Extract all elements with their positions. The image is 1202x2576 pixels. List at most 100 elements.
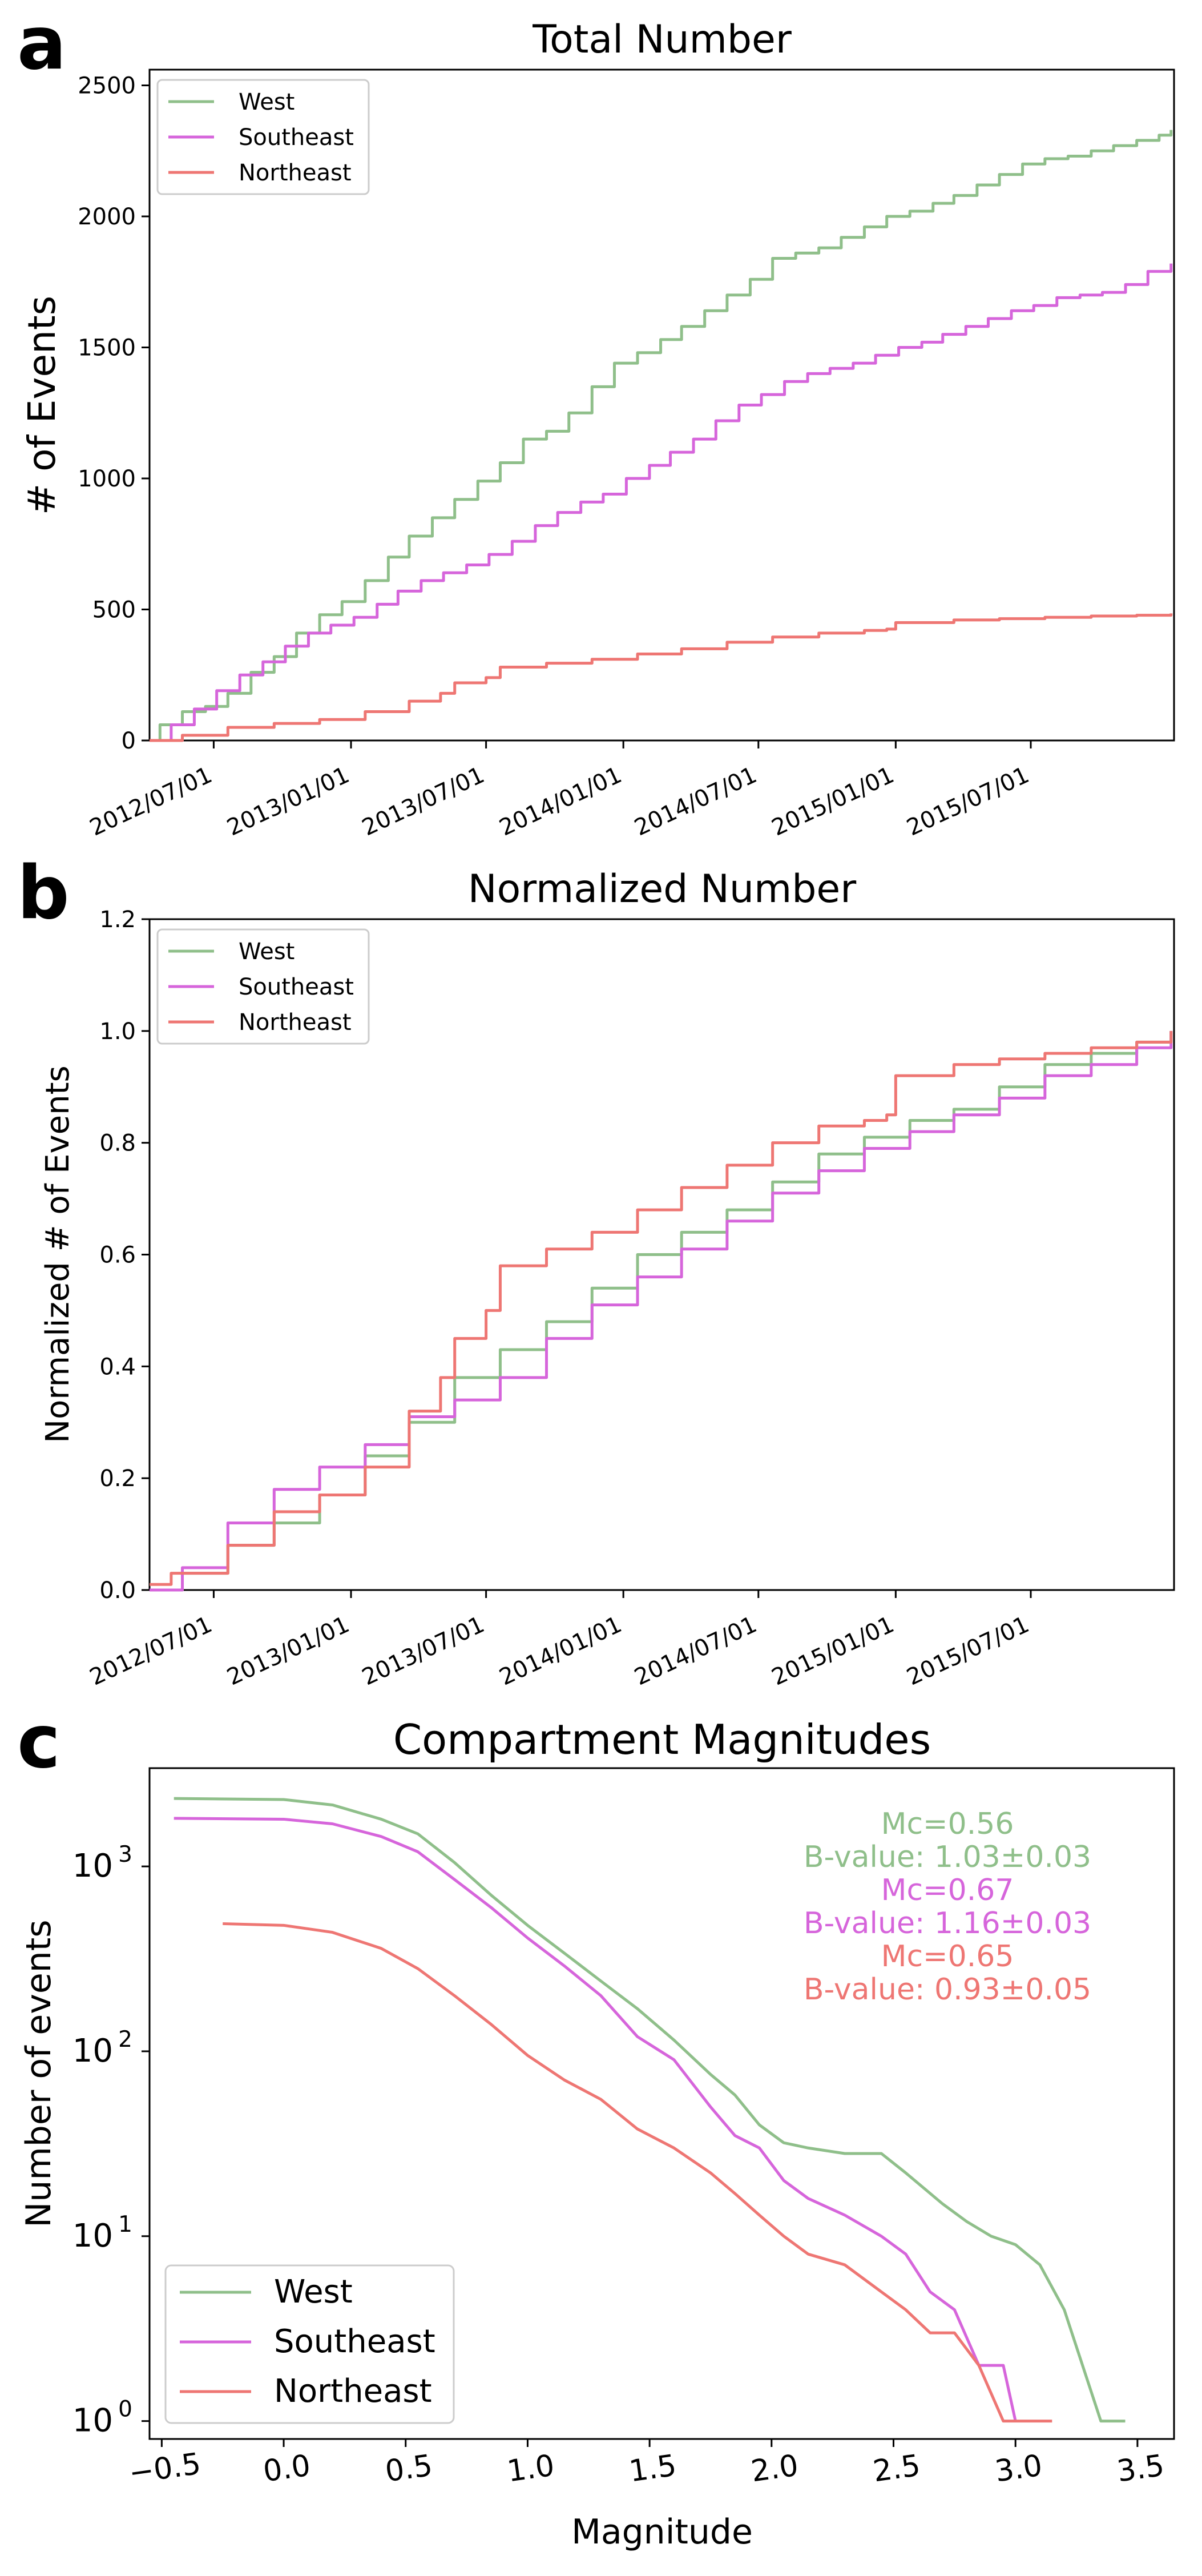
annotation-southeast-mc: Mc=0.67: [881, 1873, 1014, 1907]
legend-box: [156, 928, 370, 1045]
x-tick-label: 2014/07/01: [631, 1611, 761, 1690]
x-tick-label: 2012/07/01: [86, 1611, 216, 1690]
legend-box: [164, 2264, 455, 2424]
x-tick-label: 2015/07/01: [903, 1611, 1033, 1690]
x-tick-label: 2.5: [871, 2449, 922, 2489]
panel-b-legend: West Southeast Northeast: [156, 928, 370, 1045]
x-tick-label: 3.0: [993, 2449, 1044, 2489]
x-tick-label: −0.5: [127, 2447, 203, 2491]
y-tick-label: 0.2: [99, 1466, 136, 1492]
y-tick-label: 10: [72, 2217, 113, 2255]
panel-b: b Normalized Number Normalized # of Even…: [17, 851, 1175, 1690]
series-line-west: [174, 1797, 1126, 2423]
legend-label-southeast: Southeast: [274, 2323, 435, 2360]
x-tick-label: 2.0: [749, 2449, 800, 2489]
x-tick-label: 0.0: [261, 2449, 312, 2489]
series-line-southeast: [150, 1031, 1173, 1592]
y-tick-label: 2000: [78, 204, 136, 230]
legend-label-northeast: Northeast: [274, 2373, 432, 2410]
annotation-northeast-mc: Mc=0.65: [881, 1939, 1014, 1974]
panel-c-legend: West Southeast Northeast: [164, 2264, 455, 2424]
legend-label-west: West: [239, 939, 295, 965]
panel-a-letter: a: [17, 1, 66, 86]
panel-b-yticks: 0.0 0.2 0.4 0.6 0.8 1.0 1.2: [99, 907, 150, 1604]
series-line-southeast: [150, 263, 1173, 742]
legend-box: [156, 79, 370, 195]
y-tick-label: 0.8: [99, 1130, 136, 1157]
panel-c-plot-frame: [148, 1767, 1175, 2440]
panel-b-letter: b: [17, 851, 70, 936]
x-tick-label: 2014/01/01: [495, 1611, 626, 1690]
panel-c-letter: c: [17, 1700, 60, 1785]
annotation-west-bvalue: B-value: 1.03±0.03: [804, 1840, 1091, 1874]
x-tick-label: 2012/07/01: [86, 762, 216, 841]
panel-b-series: [150, 1031, 1173, 1592]
series-line-west: [150, 130, 1173, 742]
legend-label-northeast: Northeast: [239, 160, 352, 186]
y-tick-label: 1500: [78, 335, 136, 361]
panel-a: a Total Number # of Events 2012/07/01 201…: [17, 1, 1175, 841]
series-line-southeast: [174, 1817, 1017, 2422]
series-line-northeast: [223, 1922, 1052, 2423]
panel-a-legend: West Southeast Northeast: [156, 79, 370, 195]
annotation-northeast-bvalue: B-value: 0.93±0.05: [804, 1973, 1091, 2007]
x-tick-label: 0.5: [383, 2449, 434, 2489]
panel-a-title: Total Number: [532, 17, 792, 62]
panel-a-series: [150, 130, 1173, 742]
x-tick-label: 2015/07/01: [903, 762, 1033, 841]
legend-label-west: West: [239, 89, 295, 115]
y-tick-label: 0.4: [99, 1354, 136, 1380]
y-tick-label: 10: [72, 2402, 113, 2440]
y-tick-label: 1.2: [99, 907, 136, 933]
x-tick-label: 2015/01/01: [768, 762, 898, 841]
y-tick-label: 1000: [78, 466, 136, 492]
x-tick-label: 2013/07/01: [358, 762, 488, 841]
panel-c-annotations: Mc=0.56 B-value: 1.03±0.03 Mc=0.67 B-val…: [804, 1807, 1091, 2007]
y-tick-exponent: 1: [118, 2212, 132, 2237]
legend-label-northeast: Northeast: [239, 1009, 352, 1036]
x-tick-label: 2013/07/01: [358, 1611, 488, 1690]
series-line-northeast: [150, 613, 1173, 742]
x-tick-label: 1.0: [505, 2449, 556, 2489]
series-line-west: [150, 1031, 1173, 1592]
legend-label-west: West: [274, 2273, 353, 2311]
legend-label-southeast: Southeast: [239, 974, 354, 1000]
x-tick-label: 2013/01/01: [223, 1611, 353, 1690]
panel-a-plot-frame: [148, 69, 1175, 742]
y-tick-label: 0.6: [99, 1242, 136, 1269]
x-tick-label: 2014/07/01: [631, 762, 761, 841]
panel-b-ylabel: Normalized # of Events: [39, 1065, 76, 1443]
x-tick-label: 2013/01/01: [223, 762, 353, 841]
y-tick-label: 10: [72, 1848, 113, 1885]
panel-c-ylabel: Number of events: [19, 1919, 59, 2227]
x-tick-label: 2015/01/01: [768, 1611, 898, 1690]
panel-a-yticks: 0 500 1000 1500 2000 2500: [78, 73, 150, 754]
y-tick-label: 2500: [78, 73, 136, 99]
y-tick-label: 500: [92, 597, 136, 623]
annotation-southeast-bvalue: B-value: 1.16±0.03: [804, 1906, 1091, 1941]
panel-c-title: Compartment Magnitudes: [393, 1716, 931, 1764]
x-tick-label: 3.5: [1115, 2449, 1166, 2489]
panel-b-xticks: 2012/07/01 2013/01/01 2013/07/01 2014/01/01…: [86, 1590, 1033, 1690]
series-line-northeast: [150, 1031, 1173, 1586]
panel-a-xticks: 2012/07/01 2013/01/01 2013/07/01 2014/01/01…: [86, 740, 1033, 841]
panel-c-series: [174, 1797, 1126, 2423]
y-tick-label: 1.0: [99, 1019, 136, 1045]
y-tick-label: 0.0: [99, 1577, 136, 1604]
panel-b-title: Normalized Number: [468, 867, 856, 912]
panel-a-ylabel: # of Events: [20, 296, 64, 515]
y-tick-label: 0: [122, 728, 136, 754]
panel-c: c Compartment Magnitudes Number of event…: [17, 1700, 1175, 2552]
x-tick-label: 1.5: [627, 2449, 679, 2489]
y-tick-exponent: 3: [118, 1842, 132, 1867]
y-tick-exponent: 0: [118, 2397, 132, 2422]
y-tick-label: 10: [72, 2032, 113, 2070]
panel-c-xticks: −0.5 0.0 0.5 1.0 1.5 2.0 2.5 3.0 3.5: [127, 2439, 1167, 2491]
x-tick-label: 2014/01/01: [495, 762, 626, 841]
annotation-west-mc: Mc=0.56: [881, 1807, 1014, 1841]
legend-label-southeast: Southeast: [239, 124, 354, 151]
panel-c-xlabel: Magnitude: [571, 2512, 753, 2552]
y-tick-exponent: 2: [118, 2027, 132, 2052]
